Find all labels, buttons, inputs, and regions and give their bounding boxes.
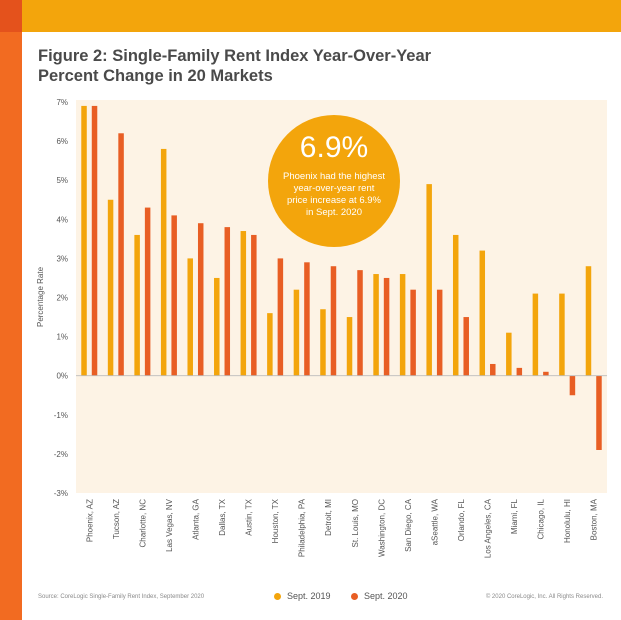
y-tick-label: 1% (56, 333, 68, 342)
y-tick-label: 4% (56, 215, 68, 224)
bar-2020 (436, 289, 443, 376)
bar-2019 (107, 199, 114, 376)
legend-label-2020: Sept. 2020 (364, 591, 408, 601)
y-tick-label: 5% (56, 176, 68, 185)
legend-label-2019: Sept. 2019 (287, 591, 331, 601)
figure-title-line-2: Percent Change in 20 Markets (38, 67, 273, 85)
x-axis: Phoenix, AZ Tucson, AZ Charlotte, NC Las Ve… (85, 498, 598, 558)
legend-swatch-2019 (274, 592, 281, 600)
bar-2019 (320, 309, 326, 376)
bar-2020 (304, 262, 310, 376)
legend-swatch-2020 (351, 592, 358, 600)
source-note: Source: CoreLogic Single-Family Rent Ind… (38, 594, 205, 600)
legend: Sept. 2019 Sept. 2020 (0, 591, 621, 605)
x-tick-label: Austin, TX (245, 498, 254, 535)
bar-2019 (240, 231, 247, 376)
bar-2019 (452, 234, 459, 376)
bar-2020 (383, 277, 390, 376)
bar-2019 (160, 148, 167, 376)
bar-2020 (330, 266, 337, 376)
bar-2019 (214, 277, 220, 376)
bar-2019 (426, 184, 432, 376)
bar-2020 (197, 223, 204, 376)
x-tick-label: Philadelphia, PA (298, 498, 307, 557)
bar-2019 (81, 105, 87, 376)
bar-2020 (224, 227, 231, 376)
bar-2020 (410, 289, 416, 376)
y-axis-label: Percentage Rate (36, 266, 45, 327)
x-tick-label: San Diego, CA (404, 498, 413, 552)
callout-circle: 6.9% Phoenix had the highest year-over-y… (268, 115, 400, 247)
bar-2019 (559, 293, 565, 376)
x-tick-label: Houston, TX (271, 498, 280, 543)
left-accent-bar (0, 0, 22, 620)
callout-value: 6.9% (299, 131, 369, 164)
bar-2019 (585, 266, 592, 376)
legend-item-2020: Sept. 2020 (351, 591, 408, 601)
bar-2020 (144, 207, 151, 376)
y-tick-label: 0% (56, 372, 68, 381)
bar-2019 (506, 332, 512, 376)
bar-2020 (516, 367, 523, 376)
top-accent-bar (0, 0, 621, 32)
y-tick-label: -3% (54, 489, 68, 498)
y-axis: 7% 6% 5% 4% 3% 2% 1% 0% -1% -2% -3% (54, 98, 68, 498)
x-tick-label: Charlotte, NC (138, 499, 147, 548)
x-tick-label: Atlanta, GA (191, 498, 200, 540)
bar-2019 (479, 250, 486, 376)
bar-2020 (596, 375, 602, 450)
bar-2020 (463, 317, 469, 376)
left-accent-cap (0, 0, 22, 32)
bar-2019 (532, 293, 539, 376)
bar-2019 (346, 317, 353, 376)
bar-2019 (134, 234, 140, 376)
bar-2020 (490, 363, 496, 376)
x-tick-label: Boston, MA (590, 498, 599, 540)
bar-2020 (118, 133, 124, 376)
callout-text: Phoenix had the highest year-over-year r… (283, 171, 385, 218)
x-tick-label: Las Vegas, NV (165, 498, 174, 552)
bar-2020 (91, 105, 98, 376)
figure-title: Figure 2: Single-Family Rent Index Year-… (38, 46, 598, 86)
x-tick-label: Detroit, MI (324, 499, 333, 536)
bar-2019 (187, 258, 193, 376)
x-tick-label: aSeattle, WA (430, 498, 439, 545)
bar-2020 (357, 270, 363, 376)
bar-2020 (277, 258, 284, 376)
bars-group (81, 105, 602, 450)
x-tick-label: Chicago, IL (537, 498, 546, 539)
x-tick-label: Orlando, FL (457, 498, 466, 541)
x-tick-label: Phoenix, AZ (85, 499, 94, 542)
y-tick-label: -1% (54, 411, 68, 420)
y-tick-label: 7% (56, 98, 68, 107)
x-tick-label: Tucson, AZ (112, 499, 121, 539)
y-tick-label: 2% (56, 294, 68, 303)
y-tick-label: -2% (54, 450, 68, 459)
bar-2020 (171, 215, 177, 376)
bar-2019 (373, 274, 379, 376)
copyright-note: © 2020 CoreLogic, Inc. All Rights Reserv… (485, 594, 603, 600)
x-tick-label: St. Louis, MO (351, 499, 360, 547)
bar-2019 (267, 313, 273, 376)
y-tick-label: 3% (56, 254, 68, 263)
legend-item-2019: Sept. 2019 (274, 591, 331, 601)
x-tick-label: Dallas, TX (218, 498, 227, 535)
bar-2019 (399, 274, 406, 376)
x-tick-label: Miami, FL (510, 498, 519, 534)
bar-2020 (569, 375, 576, 396)
figure-title-line-1: Figure 2: Single-Family Rent Index Year-… (38, 47, 432, 65)
y-tick-label: 6% (56, 137, 68, 146)
bar-2020 (251, 234, 257, 376)
x-tick-label: Honolulu, HI (563, 499, 572, 543)
bar-2019 (293, 289, 300, 376)
x-tick-label: Los Angeles, CA (484, 498, 493, 558)
x-tick-label: Washington, DC (377, 499, 386, 557)
bar-2020 (543, 371, 549, 376)
